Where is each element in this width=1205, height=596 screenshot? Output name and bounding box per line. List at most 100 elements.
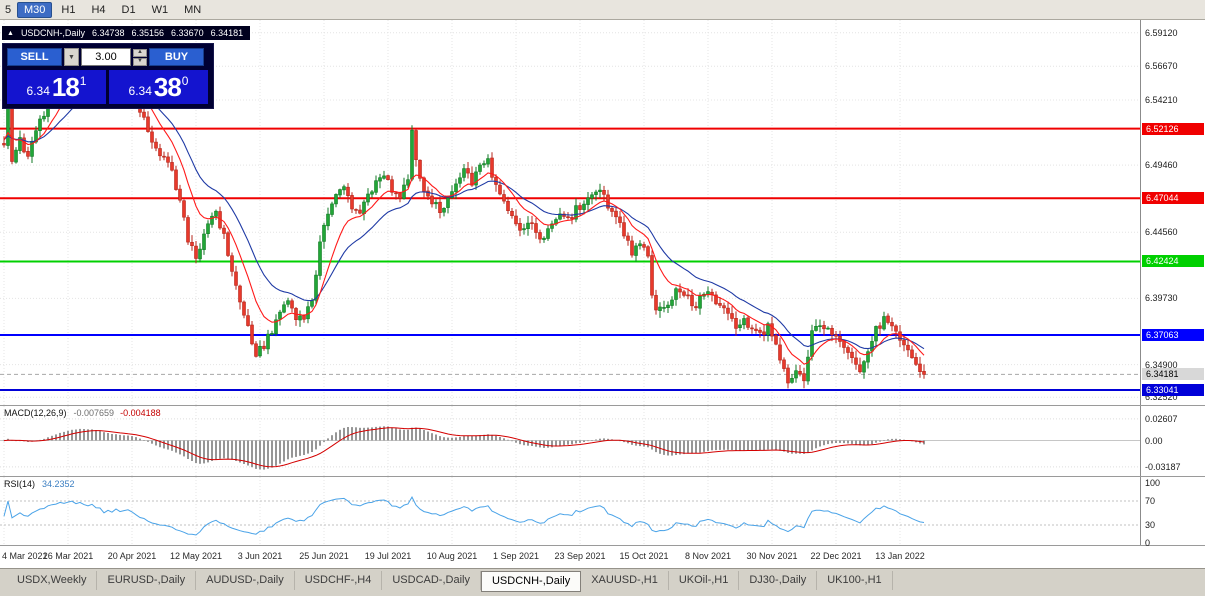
macd-histogram (3, 426, 925, 470)
date-axis-label: 15 Oct 2021 (619, 551, 669, 561)
ohlc-close: 6.34181 (210, 28, 244, 38)
price-level-tag[interactable]: 6.42424 (1142, 255, 1204, 268)
macd-header: MACD(12,26,9) -0.007659 -0.004188 (4, 408, 161, 418)
sell-button[interactable]: SELL (7, 48, 62, 66)
price-axis-label: 6.32520 (1145, 392, 1178, 403)
rsi-axis-label: 30 (1145, 520, 1156, 530)
price-level-tag[interactable]: 6.37063 (1142, 328, 1204, 341)
trade-quotes-row: 6.34 18 1 6.34 38 0 (7, 70, 209, 104)
macd-axis-label: 0.02607 (1145, 413, 1178, 424)
date-axis-label: 8 Nov 2021 (684, 551, 732, 561)
date-axis-label: 20 Apr 2021 (107, 551, 157, 561)
macd-canvas (0, 406, 1140, 476)
current-price-tag: 6.34181 (1142, 368, 1204, 381)
price-axis-label: 6.54210 (1145, 95, 1178, 105)
date-axis-label: 25 Jun 2021 (299, 551, 349, 561)
date-axis-label: 23 Sep 2021 (554, 551, 606, 561)
price-axis[interactable]: 6.59120 6.56670 6.54210 6.49460 6.44560 6.397… (1140, 20, 1205, 405)
chart-tab-usdcad-daily[interactable]: USDCAD-,Daily (382, 571, 481, 590)
price-level-tag[interactable]: 6.47044 (1142, 192, 1204, 205)
rsi-axis-label: 0 (1145, 538, 1151, 548)
rsi-line (3, 496, 925, 536)
sell-price-sup: 1 (79, 74, 87, 88)
chart-tab-ukoil-h1[interactable]: UKOil-,H1 (669, 571, 740, 590)
chart-tab-dj30-daily[interactable]: DJ30-,Daily (739, 571, 818, 590)
one-click-trading-panel: SELL ▼ ▲ ▼ BUY 6.34 18 1 6.34 38 0 (2, 43, 214, 109)
rsi-canvas (0, 477, 1140, 545)
date-axis-label: 19 Jul 2021 (364, 551, 412, 561)
sell-price-big: 18 (51, 71, 80, 102)
buy-price-big: 38 (153, 71, 182, 102)
ohlc-high: 6.35156 (131, 28, 165, 38)
rsi-value: 34.2352 (42, 479, 75, 489)
ohlc-low: 6.33670 (171, 28, 204, 38)
sell-price-prefix: 6.34 (26, 83, 50, 98)
date-axis-label: 12 May 2021 (169, 551, 223, 561)
price-axis-label: 6.44560 (1145, 227, 1178, 238)
timeframe-button-h4[interactable]: H4 (84, 2, 112, 18)
volume-dropdown-button[interactable]: ▼ (64, 48, 79, 66)
rsi-axis-label: 70 (1145, 496, 1156, 506)
chart-tab-xauusd-h1[interactable]: XAUUSD-,H1 (581, 571, 669, 590)
price-axis-label: 6.39730 (1145, 293, 1178, 304)
volume-input[interactable] (81, 48, 131, 66)
price-level-tag[interactable]: 6.52126 (1142, 122, 1204, 135)
price-axis-label: 6.49460 (1145, 160, 1178, 171)
price-chart-panel[interactable]: ▲ USDCNH-,Daily 6.34738 6.35156 6.33670 … (0, 20, 1205, 406)
timeframe-button-m30[interactable]: M30 (17, 1, 53, 18)
rsi-axis[interactable]: 100 70 30 0 (1140, 477, 1205, 548)
date-axis-label: 13 Jan 2022 (875, 551, 925, 561)
date-axis-label: 4 Mar 2021 (2, 551, 48, 561)
chart-marker-icon: ▲ (7, 29, 14, 37)
ma-fast-line (3, 77, 925, 365)
rsi-panel[interactable]: RSI(14) 34.2352 100 70 30 0 (0, 477, 1205, 548)
macd-axis-label: 0.00 (1145, 435, 1163, 446)
ohlc-open: 6.34738 (91, 28, 125, 38)
time-axis[interactable]: 4 Mar 2021 26 Mar 2021 20 Apr 2021 12 May 2… (0, 546, 1205, 568)
volume-stepper: ▲ ▼ (133, 48, 147, 66)
date-axis-label: 10 Aug 2021 (426, 551, 478, 561)
macd-signal-line (3, 427, 925, 468)
date-axis-label: 30 Nov 2021 (746, 551, 798, 561)
date-axis-label: 22 Dec 2021 (810, 551, 862, 561)
buy-button[interactable]: BUY (149, 48, 204, 66)
timeframe-button-w1[interactable]: W1 (145, 2, 176, 18)
macd-name: MACD(12,26,9) (4, 408, 67, 418)
date-axis-label: 3 Jun 2021 (237, 551, 283, 561)
buy-price-prefix: 6.34 (128, 83, 152, 98)
chart-tab-uk100-h1[interactable]: UK100-,H1 (817, 571, 893, 590)
date-axis-label: 26 Mar 2021 (42, 551, 94, 561)
chart-header: ▲ USDCNH-,Daily 6.34738 6.35156 6.33670 … (2, 26, 251, 40)
macd-axis-label: -0.03187 (1145, 461, 1181, 472)
volume-down-button[interactable]: ▼ (133, 57, 147, 66)
rsi-axis-label: 100 (1145, 478, 1161, 488)
date-axis-label: 1 Sep 2021 (492, 551, 540, 561)
macd-signal-value: -0.004188 (120, 408, 161, 418)
price-level-tag[interactable]: 6.33041 (1142, 384, 1204, 397)
horizontal-levels[interactable] (0, 127, 1140, 392)
timeframe-toolbar: 5 M30 H1 H4 D1 W1 MN (0, 0, 1205, 20)
trade-controls-row: SELL ▼ ▲ ▼ BUY (7, 48, 209, 66)
chart-tab-audusd-daily[interactable]: AUDUSD-,Daily (196, 571, 295, 590)
timeframe-button-mn[interactable]: MN (177, 2, 208, 18)
timeframe-button-d1[interactable]: D1 (115, 2, 143, 18)
macd-panel[interactable]: MACD(12,26,9) -0.007659 -0.004188 0.02607 0… (0, 406, 1205, 477)
price-axis-label: 6.56670 (1145, 61, 1178, 72)
chart-tab-usdchf-h4[interactable]: USDCHF-,H4 (295, 571, 383, 590)
price-axis-label: 6.59120 (1145, 27, 1178, 38)
macd-value: -0.007659 (73, 408, 115, 418)
price-axis-label: 6.34900 (1145, 359, 1178, 370)
rsi-name: RSI(14) (4, 479, 36, 489)
chart-tabs-bar: USDX,Weekly EURUSD-,Daily AUDUSD-,Daily USD… (0, 568, 1205, 596)
rsi-header: RSI(14) 34.2352 (4, 479, 75, 489)
sell-price-display[interactable]: 6.34 18 1 (7, 70, 106, 104)
buy-price-display[interactable]: 6.34 38 0 (109, 70, 208, 104)
macd-axis[interactable]: 0.02607 0.00 -0.03187 (1140, 406, 1205, 476)
volume-up-button[interactable]: ▲ (133, 48, 147, 57)
buy-price-sup: 0 (181, 74, 189, 88)
timeframe-button-5[interactable]: 5 (1, 2, 15, 18)
chart-tab-usdx-weekly[interactable]: USDX,Weekly (7, 571, 98, 590)
chart-tab-eurusd-daily[interactable]: EURUSD-,Daily (97, 571, 197, 590)
chart-tab-usdcnh-daily[interactable]: USDCNH-,Daily (480, 571, 582, 592)
timeframe-button-h1[interactable]: H1 (54, 2, 82, 18)
